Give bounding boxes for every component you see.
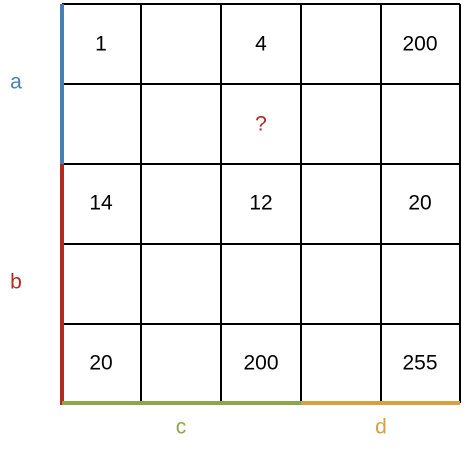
label-c: c: [176, 416, 187, 439]
cell-question: ?: [255, 113, 267, 136]
cell-text: 12: [249, 192, 272, 215]
cell-text: 200: [243, 352, 278, 375]
cell-text: 20: [408, 192, 431, 215]
cell-text: 1: [95, 33, 107, 56]
label-d: d: [375, 416, 387, 439]
cell-text: 20: [89, 352, 112, 375]
cell-text: 200: [402, 33, 437, 56]
cell-text: 4: [255, 33, 267, 56]
cell-text: 255: [402, 352, 437, 375]
label-b: b: [10, 271, 22, 294]
label-a: a: [10, 71, 22, 94]
cell-text: 14: [89, 192, 113, 215]
